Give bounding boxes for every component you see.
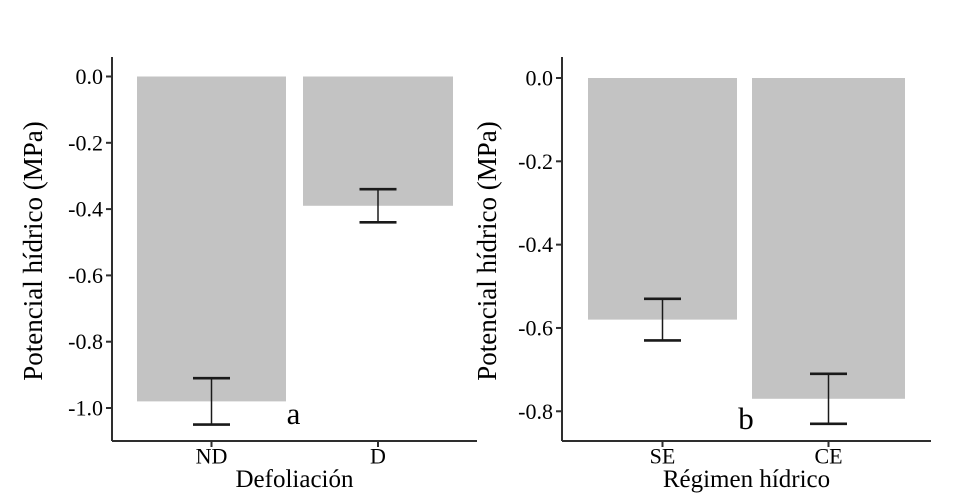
y-tick-label: -0.8 xyxy=(68,329,103,354)
x-category-label: D xyxy=(370,444,386,469)
y-tick-label: -0.4 xyxy=(518,232,553,257)
x-category-label: SE xyxy=(650,444,676,469)
y-tick-label: -0.2 xyxy=(518,149,553,174)
y-tick-label: -0.4 xyxy=(68,197,103,222)
y-tick-label: -0.8 xyxy=(518,399,553,424)
y-tick-label: 0.0 xyxy=(526,66,554,91)
panel-letter-a: a xyxy=(287,396,301,431)
x-axis-title: Defoliación xyxy=(235,466,354,493)
panel-a: 0.0 -0.2 -0.4 -0.6 -0.8 -1.0 ND D Defoliación Pot… xyxy=(18,57,477,493)
y-axis-title: Potencial hídrico (MPa) xyxy=(18,121,48,380)
error-bar-se xyxy=(644,297,681,342)
y-axis-title: Potencial hídrico (MPa) xyxy=(472,121,502,380)
bar-nd xyxy=(137,76,286,402)
y-tick-label: -1.0 xyxy=(68,396,103,421)
error-bar-nd xyxy=(193,376,230,426)
bar-se xyxy=(588,78,737,320)
y-tick-label: -0.2 xyxy=(68,130,103,155)
x-axis-title: Régimen hídrico xyxy=(663,466,830,493)
y-tick-label: -0.6 xyxy=(518,315,553,340)
y-tick-label: -0.6 xyxy=(68,263,103,288)
bar-ce xyxy=(752,78,905,399)
y-tick-label: 0.0 xyxy=(76,64,104,89)
error-bar-ce xyxy=(810,372,847,426)
error-bar-d xyxy=(359,187,397,224)
bar-d xyxy=(303,76,453,206)
x-category-label: ND xyxy=(196,444,228,469)
panel-letter-b: b xyxy=(738,401,754,436)
x-category-label: CE xyxy=(814,444,842,469)
